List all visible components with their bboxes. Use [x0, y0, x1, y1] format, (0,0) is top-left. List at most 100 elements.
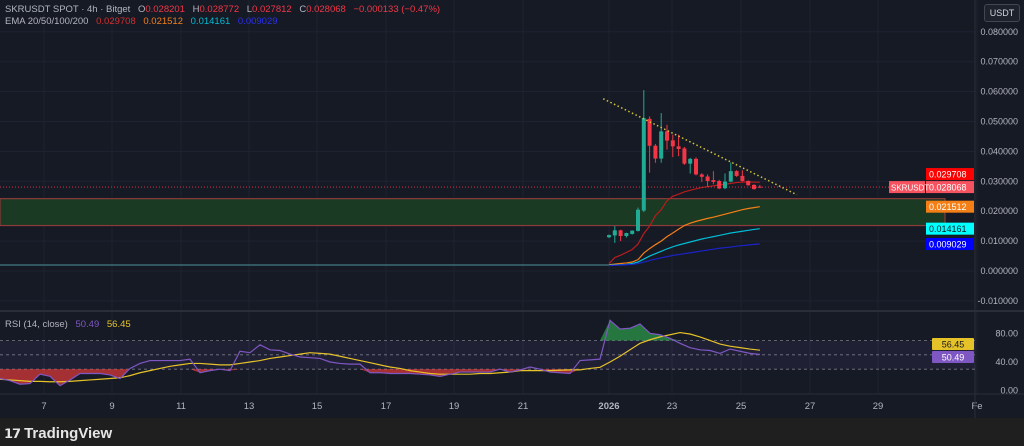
high-value: 0.028772	[199, 4, 240, 15]
rsi-value-tag-text: 50.49	[942, 353, 965, 363]
price-axis-label: 0.040000	[980, 146, 1018, 156]
tradingview-brand[interactable]: 𝟭𝟳 TradingView	[4, 425, 112, 442]
candle-body	[728, 171, 733, 182]
candle	[607, 234, 611, 239]
ema-line-ema20	[608, 181, 760, 264]
ohlc-close: C0.028068	[299, 4, 346, 15]
high-label: H	[192, 4, 200, 15]
price-tag: 0.014161	[926, 222, 974, 235]
ema-legend: EMA 20/50/100/200 0.029708 0.021512 0.01…	[5, 16, 283, 27]
candle-body	[647, 118, 652, 146]
rsi-ma-line	[0, 331, 761, 383]
time-axis-label: 29	[873, 401, 884, 412]
candle-body	[699, 174, 704, 177]
candle-body	[618, 230, 623, 237]
candle	[688, 157, 693, 174]
time-axis-label: 23	[667, 401, 678, 412]
time-axis-label: 17	[381, 401, 392, 412]
symbol-title: SKRUSDT SPOT · 4h · Bitget	[5, 4, 131, 15]
price-tag-bg	[926, 222, 974, 235]
time-axis-label: 9	[109, 401, 114, 412]
time-axis-label: 11	[176, 401, 186, 412]
ema-label: EMA 20/50/100/200	[5, 16, 89, 27]
candle	[752, 184, 756, 190]
rsi-value-tag-bg	[932, 338, 974, 350]
candle	[676, 134, 681, 157]
candle	[618, 229, 623, 242]
candle-body	[670, 140, 675, 147]
rsi-value-tag: 50.49	[932, 351, 974, 363]
price-tag-text: 0.014161	[929, 224, 967, 234]
time-axis-label: Fe	[971, 401, 982, 412]
candle	[665, 124, 669, 150]
candle	[705, 174, 710, 187]
candle	[670, 134, 675, 158]
candle-body	[711, 180, 716, 182]
price-axis-label: 0.060000	[980, 87, 1018, 97]
price-axis-label: 0.030000	[980, 176, 1018, 186]
price-tag-text: 0.029708	[929, 170, 967, 180]
low-value: 0.027812	[252, 4, 292, 15]
candle-body	[682, 148, 687, 164]
rsi-line	[0, 319, 761, 387]
candle-body	[636, 209, 640, 231]
candle	[636, 207, 640, 232]
ohlc-open: O0.028201	[138, 4, 185, 15]
rsi-legend: RSI (14, close) 50.49 56.45	[5, 319, 136, 330]
time-axis-label: 13	[244, 401, 255, 412]
price-axis-label: -0.010000	[977, 296, 1018, 306]
open-label: O	[137, 4, 146, 15]
chart-canvas[interactable]: 7 9 11 13 15 17 19 21 2026 23 25 27 29 Fe 0.080000 0.07…	[0, 0, 1024, 418]
candle-body	[734, 171, 739, 176]
ema20-value: 0.029708	[96, 16, 136, 27]
candle	[630, 230, 635, 235]
candle	[612, 226, 617, 243]
candle-body	[705, 176, 710, 182]
candle	[653, 143, 658, 163]
ema100-value: 0.014161	[190, 16, 231, 27]
candle-body	[624, 233, 629, 237]
price-tag-text: 0.009029	[929, 240, 967, 250]
candle	[711, 171, 716, 185]
candle	[699, 173, 704, 182]
candle	[717, 179, 722, 190]
candle-body	[607, 235, 611, 238]
candle-body	[630, 230, 635, 234]
price-axis-label: 0.010000	[980, 236, 1018, 246]
candle	[757, 184, 762, 188]
price-tag-text: 0.028068	[929, 183, 967, 193]
time-axis-label: 7	[41, 401, 46, 412]
price-tag-bg	[926, 200, 974, 213]
close-label: C	[299, 4, 307, 15]
time-axis-label: 15	[312, 401, 323, 412]
candle-body	[653, 145, 658, 159]
symbol-tag-text: SKRUSDT	[891, 184, 929, 193]
candle-body	[659, 131, 664, 159]
time-axis-label: 25	[736, 401, 747, 412]
candle	[694, 157, 698, 176]
candle	[659, 113, 664, 163]
symbol-tag-bg	[889, 181, 925, 194]
price-tag-text: 0.021512	[929, 202, 967, 212]
ohlc-low: L0.027812	[247, 4, 292, 15]
rsi-ma-value: 56.45	[106, 319, 131, 330]
rsi-axis-label: 80.00	[995, 328, 1018, 338]
time-axis-label: 19	[449, 401, 460, 412]
time-axis-label: 21	[518, 401, 529, 412]
ema-line-ema100	[608, 228, 760, 266]
rsi-value: 50.49	[75, 319, 100, 330]
candle-body	[641, 118, 646, 211]
candle-body	[612, 230, 617, 236]
footer-bar: 𝟭𝟳 TradingView	[0, 418, 1024, 446]
candle-body	[740, 175, 745, 182]
price-axis-label: 0.000000	[980, 266, 1018, 276]
price-tag: 0.021512	[926, 200, 974, 213]
currency-button[interactable]: USDT	[984, 4, 1020, 22]
low-label: L	[246, 4, 253, 15]
candle-body	[665, 131, 669, 141]
support-zone	[0, 198, 946, 227]
price-tag-bg	[926, 168, 974, 181]
time-axis-label: 2026	[598, 401, 619, 412]
ema-line-ema50	[608, 206, 760, 266]
